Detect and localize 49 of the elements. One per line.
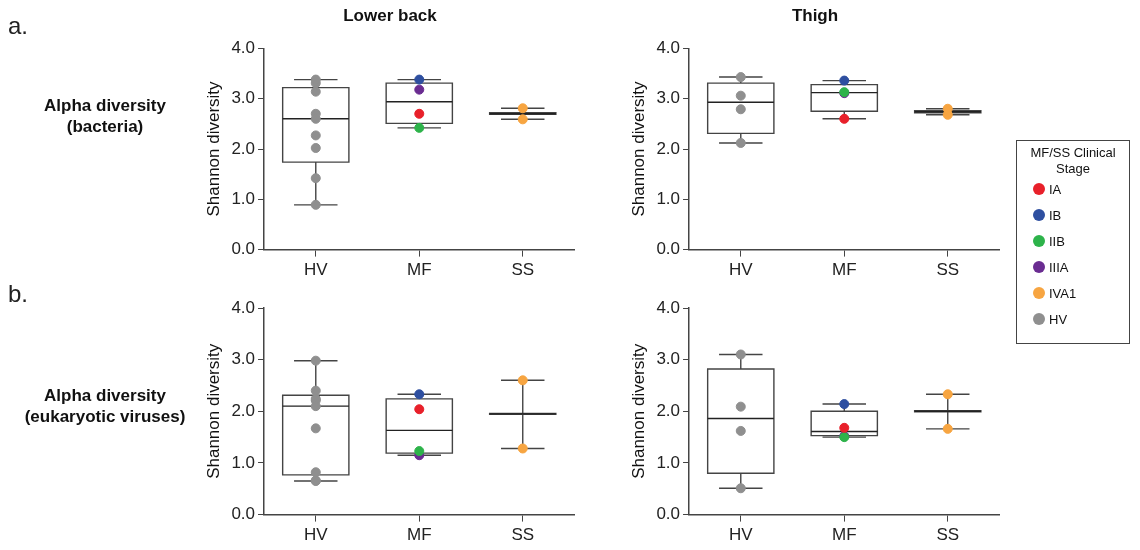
- x-tick-label: HV: [303, 260, 329, 280]
- legend-label: IB: [1049, 207, 1062, 223]
- y-tick-label: 3.0: [656, 349, 681, 369]
- y-axis-title: Shannon diversity: [628, 343, 648, 479]
- x-tick-label: MF: [406, 260, 432, 280]
- y-axis-title: Shannon diversity: [203, 80, 223, 217]
- chart-title: Lower back: [343, 5, 438, 25]
- y-tick-label: 1.0: [656, 452, 681, 472]
- legend-label: IIB: [1049, 233, 1065, 249]
- text: b.: [8, 280, 29, 308]
- y-tick-label: 3.0: [231, 88, 256, 108]
- legend-title: MF/SS Clinical Stage: [1029, 145, 1117, 177]
- y-axis-title: Shannon diversity: [628, 80, 648, 217]
- x-tick-label: MF: [831, 260, 857, 280]
- y-tick-label: 0.0: [656, 504, 681, 524]
- y-tick-label: 2.0: [656, 138, 681, 158]
- x-tick-label: MF: [406, 525, 432, 545]
- text: Alpha diversity (bacteria): [43, 95, 167, 137]
- text: a.: [8, 12, 29, 40]
- x-tick-label: HV: [728, 525, 754, 545]
- x-tick-label: SS: [936, 525, 960, 545]
- y-tick-label: 4.0: [231, 297, 256, 317]
- y-tick-label: 3.0: [656, 88, 681, 108]
- text: Alpha diversity (eukaryotic viruses): [23, 385, 187, 427]
- y-tick-label: 1.0: [231, 188, 256, 208]
- y-tick-label: 0.0: [231, 239, 256, 259]
- x-tick-label: HV: [303, 525, 329, 545]
- legend-label: IIIA: [1049, 259, 1069, 275]
- x-tick-label: HV: [728, 260, 754, 280]
- y-tick-label: 4.0: [656, 297, 681, 317]
- y-tick-label: 0.0: [656, 239, 681, 259]
- x-tick-label: SS: [511, 525, 535, 545]
- legend-label: IA: [1049, 181, 1062, 197]
- chart-title: Thigh: [791, 5, 839, 25]
- y-tick-label: 2.0: [656, 400, 681, 420]
- y-tick-label: 1.0: [656, 188, 681, 208]
- x-tick-label: SS: [511, 260, 535, 280]
- y-tick-label: 4.0: [656, 38, 681, 58]
- legend-label: IVA1: [1049, 285, 1077, 301]
- y-tick-label: 2.0: [231, 138, 256, 158]
- y-tick-label: 4.0: [231, 38, 256, 58]
- x-tick-label: MF: [831, 525, 857, 545]
- y-tick-label: 1.0: [231, 452, 256, 472]
- y-tick-label: 3.0: [231, 349, 256, 369]
- legend-label: HV: [1049, 311, 1068, 327]
- y-axis-title: Shannon diversity: [203, 343, 223, 479]
- y-tick-label: 0.0: [231, 504, 256, 524]
- x-tick-label: SS: [936, 260, 960, 280]
- y-tick-label: 2.0: [231, 400, 256, 420]
